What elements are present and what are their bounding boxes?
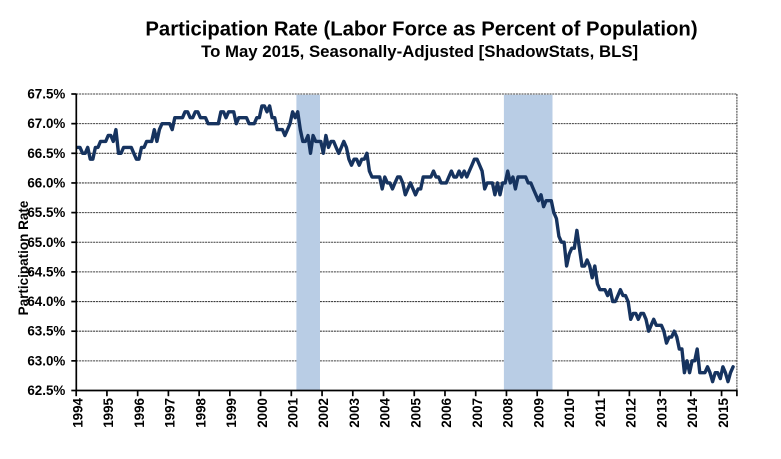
svg-text:63.0%: 63.0% xyxy=(27,353,65,368)
svg-text:2004: 2004 xyxy=(378,397,393,427)
svg-text:65.5%: 65.5% xyxy=(27,205,65,220)
svg-text:2011: 2011 xyxy=(593,397,608,427)
svg-text:To May 2015, Seasonally-Adjust: To May 2015, Seasonally-Adjusted [Shadow… xyxy=(201,42,638,61)
svg-text:2013: 2013 xyxy=(654,398,669,428)
svg-text:65.0%: 65.0% xyxy=(27,235,65,250)
svg-text:2002: 2002 xyxy=(316,398,331,428)
svg-text:2003: 2003 xyxy=(347,398,362,428)
svg-text:1997: 1997 xyxy=(163,398,178,428)
svg-text:2007: 2007 xyxy=(470,398,485,428)
svg-text:Participation Rate (Labor Forc: Participation Rate (Labor Force as Perce… xyxy=(145,19,697,41)
svg-text:66.5%: 66.5% xyxy=(27,146,65,161)
svg-text:2005: 2005 xyxy=(408,397,423,427)
svg-text:2015: 2015 xyxy=(716,397,731,427)
svg-text:Participation Rate: Participation Rate xyxy=(16,200,31,315)
svg-text:64.0%: 64.0% xyxy=(27,294,65,309)
svg-text:2014: 2014 xyxy=(685,397,700,427)
svg-text:67.0%: 67.0% xyxy=(27,116,65,131)
svg-text:2010: 2010 xyxy=(562,398,577,428)
svg-text:66.0%: 66.0% xyxy=(27,175,65,190)
svg-text:2006: 2006 xyxy=(439,398,454,428)
svg-text:67.5%: 67.5% xyxy=(27,87,65,102)
svg-text:2012: 2012 xyxy=(624,398,639,428)
svg-text:2008: 2008 xyxy=(501,397,516,427)
svg-text:62.5%: 62.5% xyxy=(27,383,65,398)
svg-text:2009: 2009 xyxy=(531,398,546,428)
svg-text:1998: 1998 xyxy=(193,397,208,427)
svg-text:63.5%: 63.5% xyxy=(27,324,65,339)
svg-text:1999: 1999 xyxy=(224,398,239,428)
svg-text:2000: 2000 xyxy=(255,398,270,428)
svg-text:1994: 1994 xyxy=(70,397,85,427)
svg-text:1995: 1995 xyxy=(101,397,116,427)
svg-text:64.5%: 64.5% xyxy=(27,264,65,279)
svg-text:1996: 1996 xyxy=(132,398,147,428)
svg-text:2001: 2001 xyxy=(286,397,301,427)
